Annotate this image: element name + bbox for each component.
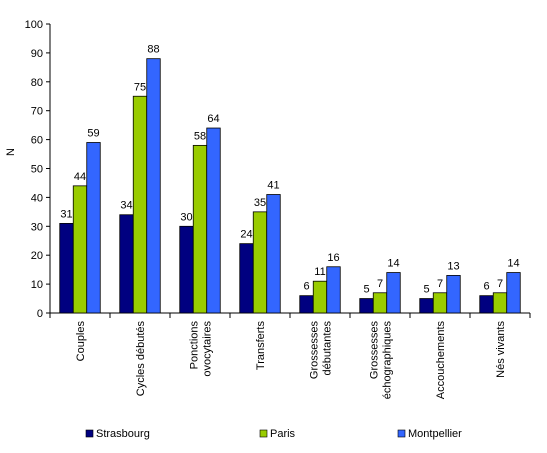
data-label: 41 xyxy=(267,180,279,192)
data-label: 44 xyxy=(74,171,86,183)
y-axis-label: N xyxy=(5,148,17,156)
data-label: 5 xyxy=(423,284,429,296)
bar xyxy=(86,142,101,314)
data-label: 7 xyxy=(437,278,443,290)
bar xyxy=(479,295,494,314)
data-label: 34 xyxy=(120,200,132,212)
data-label: 6 xyxy=(483,281,489,293)
data-label: 11 xyxy=(314,266,325,278)
bar xyxy=(146,58,161,314)
category-label: Grossesses xyxy=(369,321,381,380)
bar xyxy=(432,292,448,314)
category-labels: Couples Cycles débutés Ponctions ovocytaire… xyxy=(75,321,507,400)
bar xyxy=(252,211,268,314)
legend: Strasbourg Paris Montpellier xyxy=(85,428,462,440)
bar xyxy=(419,298,434,314)
legend-label: Paris xyxy=(270,428,296,440)
bar xyxy=(132,95,148,314)
data-label: 31 xyxy=(60,208,72,220)
category-label: ovocytaires xyxy=(202,321,214,377)
category-label: débutantes xyxy=(322,321,334,376)
y-tick-label: 70 xyxy=(31,106,43,118)
category-label: Ponctions xyxy=(189,321,201,370)
legend-swatch xyxy=(259,429,268,438)
data-label: 35 xyxy=(254,197,266,209)
data-label: 14 xyxy=(507,258,519,270)
bar xyxy=(372,292,388,314)
data-label: 58 xyxy=(194,130,206,142)
data-label: 59 xyxy=(87,127,99,139)
y-tick-label: 20 xyxy=(31,250,43,262)
data-label: 7 xyxy=(377,278,383,290)
data-label: 75 xyxy=(134,81,146,93)
bar xyxy=(386,272,401,314)
bar xyxy=(446,275,461,314)
data-label: 13 xyxy=(447,260,459,272)
bar xyxy=(506,272,521,314)
y-tick-label: 10 xyxy=(31,279,43,291)
y-tick-label: 0 xyxy=(37,308,43,320)
y-tick-label: 50 xyxy=(31,164,43,176)
bar xyxy=(492,292,508,314)
bar xyxy=(359,298,374,314)
data-label: 64 xyxy=(207,113,219,125)
data-label: 30 xyxy=(180,211,192,223)
category-label: Nés vivants xyxy=(495,321,507,378)
bar xyxy=(326,266,341,314)
category-label: Cycles débutés xyxy=(135,321,147,397)
bar xyxy=(192,144,208,314)
legend-label: Montpellier xyxy=(408,428,462,440)
y-tick-label: 90 xyxy=(31,48,43,60)
bar xyxy=(119,214,134,314)
bars xyxy=(59,58,521,314)
y-tick-label: 100 xyxy=(25,19,43,31)
data-label: 7 xyxy=(497,278,503,290)
category-label: Transferts xyxy=(255,321,267,371)
category-label: Couples xyxy=(75,321,87,362)
bar xyxy=(206,127,221,314)
legend-swatch xyxy=(85,429,94,438)
data-label: 14 xyxy=(387,258,399,270)
data-label: 5 xyxy=(363,284,369,296)
category-label: Accouchements xyxy=(435,321,447,400)
bar xyxy=(59,223,74,314)
y-tick-label: 80 xyxy=(31,77,43,89)
category-label: échographiques xyxy=(382,321,394,400)
data-label: 16 xyxy=(327,252,339,264)
y-tick-label: 60 xyxy=(31,135,43,147)
category-label: Grossesses xyxy=(309,321,321,380)
bar xyxy=(312,280,328,314)
data-label: 88 xyxy=(147,44,159,56)
data-label: 24 xyxy=(240,229,252,241)
y-tick-label: 40 xyxy=(31,192,43,204)
legend-label: Strasbourg xyxy=(96,428,150,440)
bar xyxy=(179,225,194,314)
bar xyxy=(239,243,254,314)
y-tick-label: 30 xyxy=(31,221,43,233)
data-label: 6 xyxy=(303,281,309,293)
bar xyxy=(266,194,281,314)
legend-swatch xyxy=(397,429,406,438)
bar xyxy=(299,295,314,314)
bar xyxy=(72,185,88,314)
